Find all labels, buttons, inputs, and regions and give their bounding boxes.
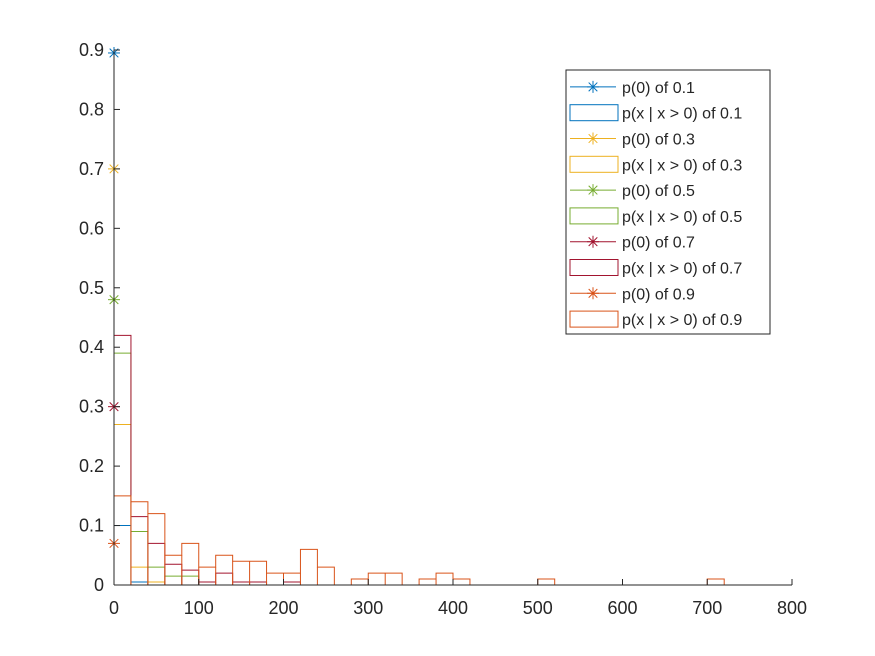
legend-entry-p0-0.3: p(0) of 0.3	[570, 132, 695, 149]
x-tick-label: 300	[353, 598, 383, 618]
legend-entry-p0-0.1: p(0) of 0.1	[570, 80, 695, 97]
x-tick-label: 200	[268, 598, 298, 618]
y-tick-label: 0.4	[79, 337, 104, 357]
legend-label: p(x | x > 0) of 0.7	[622, 261, 742, 278]
legend-star-icon	[587, 132, 599, 145]
legend-entry-p0-0.7: p(0) of 0.7	[570, 235, 695, 252]
x-tick-label: 500	[523, 598, 553, 618]
legend-label: p(x | x > 0) of 0.9	[622, 312, 742, 329]
legend-entry-hist-0.7: p(x | x > 0) of 0.7	[569, 259, 742, 278]
legend-label: p(0) of 0.3	[622, 132, 695, 149]
legend-swatch	[569, 259, 619, 276]
legend-swatch	[569, 155, 619, 173]
legend-box	[565, 69, 771, 335]
legend-label: p(x | x > 0) of 0.1	[622, 106, 742, 123]
x-tick-label: 0	[109, 598, 119, 618]
legend-swatch	[569, 104, 619, 122]
legend-swatch	[569, 310, 619, 328]
x-tick-label: 400	[438, 598, 468, 618]
x-tick-label: 600	[607, 598, 637, 618]
y-tick-label: 0.2	[79, 456, 104, 476]
y-tick-label: 0.3	[79, 397, 104, 417]
legend-entry-p0-0.5: p(0) of 0.5	[570, 183, 695, 200]
legend-entry-hist-0.3: p(x | x > 0) of 0.3	[569, 155, 742, 174]
y-tick-label: 0.5	[79, 278, 104, 298]
x-tick-label: 800	[777, 598, 807, 618]
y-tick-label: 0.6	[79, 218, 104, 238]
y-tick-label: 0.8	[79, 99, 104, 119]
legend-star-icon	[587, 184, 599, 197]
x-tick-label: 700	[692, 598, 722, 618]
legend-label: p(x | x > 0) of 0.5	[622, 209, 742, 226]
legend-label: p(0) of 0.9	[622, 286, 695, 303]
legend-entry-hist-0.5: p(x | x > 0) of 0.5	[569, 207, 742, 226]
axes: 0 100 200 300 400 500 600 700 800 0 0.1 0.2 0.3 0.4 0.…	[79, 40, 807, 618]
legend-star-icon	[587, 80, 599, 93]
legend-label: p(0) of 0.5	[622, 183, 695, 200]
legend-label: p(0) of 0.1	[622, 80, 695, 97]
y-tick-label: 0.1	[79, 516, 104, 536]
legend-swatch	[569, 207, 619, 225]
legend-star-icon	[587, 287, 599, 300]
legend-entry-hist-0.9: p(x | x > 0) of 0.9	[569, 310, 742, 329]
y-tick-label: 0	[94, 575, 104, 595]
legend-entry-p0-0.9: p(0) of 0.9	[570, 286, 695, 303]
y-tick-label: 0.9	[79, 40, 104, 60]
x-tick-label: 100	[184, 598, 214, 618]
legend-star-icon	[587, 235, 599, 248]
legend-entry-hist-0.1: p(x | x > 0) of 0.1	[569, 104, 742, 123]
legend-label: p(x | x > 0) of 0.3	[622, 157, 742, 174]
y-tick-label: 0.7	[79, 159, 104, 179]
legend: p(0) of 0.1 p(x | x > 0) of 0.1 p(0) of 0.…	[565, 69, 771, 335]
legend-label: p(0) of 0.7	[622, 235, 695, 252]
